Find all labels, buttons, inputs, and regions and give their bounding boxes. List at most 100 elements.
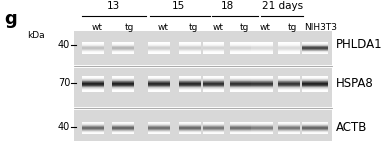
FancyBboxPatch shape [203, 85, 224, 86]
FancyBboxPatch shape [251, 43, 273, 44]
Text: 15: 15 [172, 1, 185, 11]
FancyBboxPatch shape [278, 42, 300, 43]
FancyBboxPatch shape [203, 124, 224, 125]
FancyBboxPatch shape [302, 132, 328, 133]
FancyBboxPatch shape [302, 42, 328, 43]
FancyBboxPatch shape [82, 128, 104, 129]
FancyBboxPatch shape [82, 46, 104, 47]
FancyBboxPatch shape [112, 52, 134, 53]
FancyBboxPatch shape [82, 78, 104, 79]
FancyBboxPatch shape [148, 130, 170, 131]
FancyBboxPatch shape [112, 82, 134, 83]
FancyBboxPatch shape [148, 124, 170, 125]
FancyBboxPatch shape [179, 90, 201, 91]
FancyBboxPatch shape [230, 128, 252, 129]
FancyBboxPatch shape [179, 47, 201, 48]
FancyBboxPatch shape [82, 44, 104, 45]
FancyBboxPatch shape [179, 86, 201, 87]
FancyBboxPatch shape [148, 50, 170, 51]
FancyBboxPatch shape [179, 133, 201, 134]
FancyBboxPatch shape [278, 80, 300, 81]
FancyBboxPatch shape [278, 52, 300, 53]
FancyBboxPatch shape [179, 124, 201, 125]
FancyBboxPatch shape [179, 131, 201, 132]
FancyBboxPatch shape [203, 86, 224, 87]
FancyBboxPatch shape [179, 44, 201, 45]
FancyBboxPatch shape [230, 124, 252, 125]
FancyBboxPatch shape [112, 81, 134, 82]
FancyBboxPatch shape [148, 90, 170, 91]
FancyBboxPatch shape [112, 91, 134, 92]
FancyBboxPatch shape [82, 47, 104, 48]
FancyBboxPatch shape [251, 124, 273, 125]
FancyBboxPatch shape [302, 82, 328, 83]
FancyBboxPatch shape [230, 51, 252, 52]
FancyBboxPatch shape [179, 53, 201, 54]
FancyBboxPatch shape [203, 44, 224, 45]
FancyBboxPatch shape [112, 80, 134, 81]
FancyBboxPatch shape [203, 91, 224, 92]
FancyBboxPatch shape [112, 78, 134, 79]
FancyBboxPatch shape [148, 47, 170, 48]
FancyBboxPatch shape [82, 52, 104, 53]
FancyBboxPatch shape [112, 127, 134, 128]
FancyBboxPatch shape [148, 43, 170, 44]
FancyBboxPatch shape [148, 42, 170, 43]
FancyBboxPatch shape [74, 31, 332, 141]
Text: g: g [4, 10, 16, 28]
FancyBboxPatch shape [179, 80, 201, 81]
FancyBboxPatch shape [230, 47, 252, 48]
FancyBboxPatch shape [82, 91, 104, 92]
FancyBboxPatch shape [179, 125, 201, 126]
FancyBboxPatch shape [203, 122, 224, 123]
FancyBboxPatch shape [112, 46, 134, 47]
FancyBboxPatch shape [179, 79, 201, 80]
FancyBboxPatch shape [82, 42, 104, 43]
FancyBboxPatch shape [302, 79, 328, 80]
FancyBboxPatch shape [82, 88, 104, 89]
Text: kDa: kDa [27, 31, 45, 40]
FancyBboxPatch shape [251, 53, 273, 54]
FancyBboxPatch shape [302, 51, 328, 52]
FancyBboxPatch shape [203, 77, 224, 78]
FancyBboxPatch shape [251, 128, 273, 129]
FancyBboxPatch shape [302, 81, 328, 82]
FancyBboxPatch shape [230, 87, 252, 88]
FancyBboxPatch shape [203, 51, 224, 52]
FancyBboxPatch shape [203, 52, 224, 53]
FancyBboxPatch shape [278, 79, 300, 80]
FancyBboxPatch shape [112, 43, 134, 44]
FancyBboxPatch shape [203, 83, 224, 84]
FancyBboxPatch shape [203, 87, 224, 88]
FancyBboxPatch shape [251, 84, 273, 85]
FancyBboxPatch shape [179, 77, 201, 78]
FancyBboxPatch shape [82, 130, 104, 131]
FancyBboxPatch shape [302, 131, 328, 132]
FancyBboxPatch shape [230, 125, 252, 126]
FancyBboxPatch shape [302, 128, 328, 129]
FancyBboxPatch shape [148, 51, 170, 52]
FancyBboxPatch shape [148, 81, 170, 82]
FancyBboxPatch shape [302, 48, 328, 49]
FancyBboxPatch shape [148, 77, 170, 78]
FancyBboxPatch shape [179, 85, 201, 86]
Text: wt: wt [213, 23, 224, 32]
FancyBboxPatch shape [302, 124, 328, 125]
FancyBboxPatch shape [251, 49, 273, 50]
FancyBboxPatch shape [278, 125, 300, 126]
FancyBboxPatch shape [112, 49, 134, 50]
FancyBboxPatch shape [82, 45, 104, 46]
FancyBboxPatch shape [112, 132, 134, 133]
FancyBboxPatch shape [278, 88, 300, 89]
FancyBboxPatch shape [230, 86, 252, 87]
FancyBboxPatch shape [82, 85, 104, 86]
FancyBboxPatch shape [82, 127, 104, 128]
FancyBboxPatch shape [112, 85, 134, 86]
FancyBboxPatch shape [148, 86, 170, 87]
FancyBboxPatch shape [278, 89, 300, 90]
FancyBboxPatch shape [278, 84, 300, 85]
FancyBboxPatch shape [203, 48, 224, 49]
FancyBboxPatch shape [251, 86, 273, 87]
FancyBboxPatch shape [148, 91, 170, 92]
FancyBboxPatch shape [203, 82, 224, 83]
